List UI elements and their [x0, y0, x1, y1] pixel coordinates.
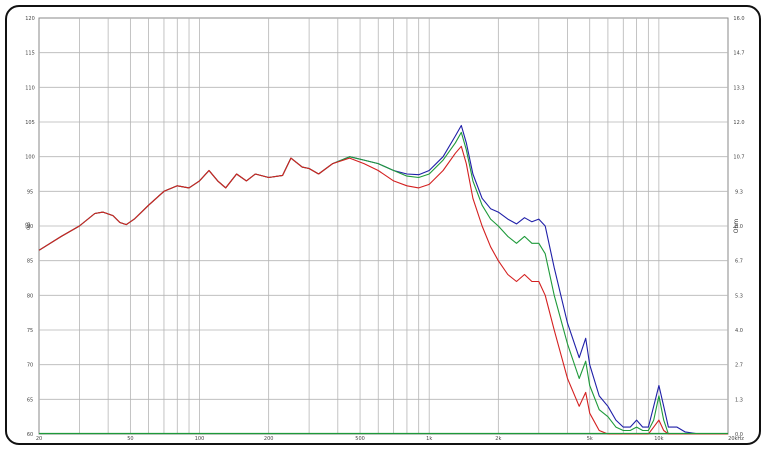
- y-tick-label: 75: [27, 328, 33, 334]
- x-tick-label: 200: [264, 436, 274, 442]
- y-tick-label: 70: [27, 363, 33, 369]
- y-tick-label: 80: [27, 293, 33, 299]
- y-tick-label: 85: [27, 259, 33, 265]
- y-tick-label: 65: [27, 397, 33, 403]
- series-line-3: [38, 145, 728, 435]
- y2-tick-label: 12.0: [733, 120, 744, 126]
- y2-tick-label: 10.7: [733, 155, 744, 161]
- x-tick-label: 10k: [654, 436, 663, 442]
- x-tick-label: 20kHz: [728, 436, 744, 442]
- y2-tick-label: 1.3: [735, 397, 743, 403]
- x-tick-label: 20: [36, 436, 42, 442]
- x-tick-label: 500: [355, 436, 365, 442]
- y2-tick-label: 0.0: [735, 432, 743, 438]
- y2-tick-label: 13.3: [733, 85, 744, 91]
- x-tick-label: 2k: [495, 436, 501, 442]
- y-tick-label: 115: [25, 51, 35, 57]
- tick-labels: 120 115 110 105 100 95 90 85 80 75 70 65 60 16.0 14.7 1…: [25, 16, 744, 442]
- y2-axis-label: Ohm: [733, 219, 740, 234]
- y2-tick-label: 14.7: [733, 51, 744, 57]
- y2-tick-label: 9.3: [735, 189, 743, 195]
- x-tick-label: 1k: [426, 436, 432, 442]
- y-tick-label: 95: [27, 189, 33, 195]
- y-tick-label: 100: [25, 155, 35, 161]
- y2-tick-label: 5.3: [735, 293, 743, 299]
- y-tick-label: 110: [25, 85, 35, 91]
- y-tick-label: 60: [27, 432, 33, 438]
- y-tick-label: 105: [25, 120, 35, 126]
- y2-tick-label: 8.0: [735, 224, 743, 230]
- y2-tick-label: 6.7: [735, 259, 743, 265]
- x-tick-label: 100: [195, 436, 205, 442]
- grid: [38, 17, 729, 435]
- curves: [38, 124, 728, 435]
- y2-tick-label: 2.7: [735, 363, 743, 369]
- y2-tick-label: 16.0: [733, 16, 744, 22]
- y-tick-label: 120: [25, 16, 35, 22]
- x-tick-label: 5k: [587, 436, 593, 442]
- x-tick-label: 50: [127, 436, 133, 442]
- y-axis-label: dB: [25, 222, 32, 230]
- y-tick-label: 90: [27, 224, 33, 230]
- y2-tick-label: 4.0: [735, 328, 743, 334]
